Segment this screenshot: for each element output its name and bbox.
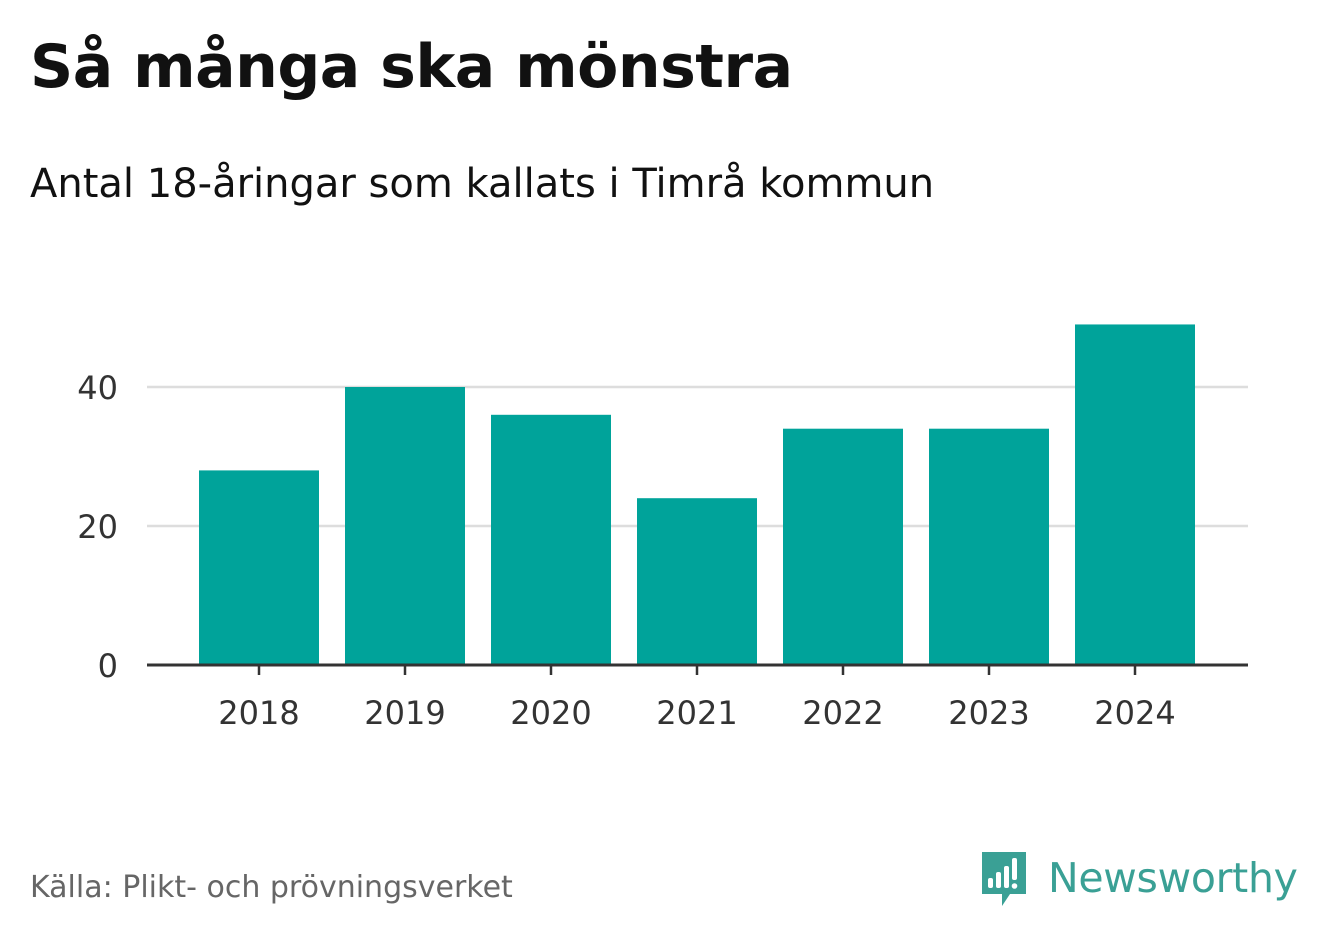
y-tick-label: 40 bbox=[77, 369, 118, 407]
chart-subtitle: Antal 18-åringar som kallats i Timrå kom… bbox=[30, 161, 935, 207]
x-tick-label: 2021 bbox=[656, 694, 737, 732]
bar bbox=[637, 498, 757, 665]
bar bbox=[345, 387, 465, 665]
bar bbox=[199, 470, 319, 665]
brand-name: Newsworthy bbox=[1048, 854, 1298, 902]
x-tick-label: 2023 bbox=[948, 694, 1029, 732]
x-tick-label: 2022 bbox=[802, 694, 883, 732]
bar bbox=[1075, 324, 1195, 665]
bar bbox=[929, 428, 1049, 665]
bar bbox=[783, 428, 903, 665]
chart-title: Så många ska mönstra bbox=[30, 32, 793, 102]
source-note: Källa: Plikt- och prövningsverket bbox=[30, 870, 513, 905]
bar bbox=[491, 414, 611, 665]
newsworthy-icon bbox=[982, 852, 1026, 906]
y-tick-label: 0 bbox=[98, 647, 118, 685]
x-tick-label: 2019 bbox=[364, 694, 445, 732]
x-tick-label: 2020 bbox=[510, 694, 591, 732]
x-tick-label: 2024 bbox=[1094, 694, 1175, 732]
x-tick-label: 2018 bbox=[218, 694, 299, 732]
y-tick-label: 20 bbox=[77, 508, 118, 546]
newsworthy-logo: Newsworthy bbox=[980, 848, 1298, 908]
